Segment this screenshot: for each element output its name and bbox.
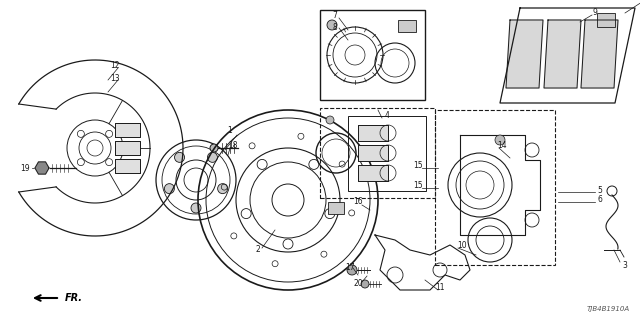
Text: 3: 3 <box>623 260 627 269</box>
Text: 16: 16 <box>353 197 363 206</box>
Text: 8: 8 <box>333 22 337 31</box>
Circle shape <box>164 184 174 194</box>
Text: 15: 15 <box>413 180 423 189</box>
Polygon shape <box>35 162 49 174</box>
Text: 5: 5 <box>598 186 602 195</box>
Circle shape <box>191 203 201 213</box>
Text: 4: 4 <box>385 110 389 119</box>
Text: 19: 19 <box>20 164 30 172</box>
Circle shape <box>495 135 505 145</box>
Circle shape <box>207 152 218 162</box>
Bar <box>115 159 140 173</box>
Text: 2: 2 <box>255 245 260 254</box>
Text: 14: 14 <box>497 140 507 149</box>
Bar <box>358 125 388 141</box>
Text: 12: 12 <box>110 60 120 69</box>
Text: 13: 13 <box>110 74 120 83</box>
Text: 9: 9 <box>593 7 597 17</box>
Bar <box>115 141 140 155</box>
Circle shape <box>327 20 337 30</box>
Text: 18: 18 <box>228 140 237 149</box>
Bar <box>115 123 140 137</box>
Circle shape <box>326 116 334 124</box>
Bar <box>398 20 416 32</box>
Circle shape <box>361 280 369 288</box>
Bar <box>358 165 388 181</box>
Polygon shape <box>544 20 581 88</box>
Bar <box>115 159 140 173</box>
Bar <box>320 108 435 198</box>
Text: 7: 7 <box>333 11 337 20</box>
Text: 11: 11 <box>435 284 445 292</box>
Circle shape <box>210 144 218 152</box>
Text: FR.: FR. <box>65 293 83 303</box>
Bar <box>348 116 426 191</box>
Text: TJB4B1910A: TJB4B1910A <box>587 306 630 312</box>
Bar <box>115 141 140 155</box>
Text: 20: 20 <box>353 278 363 287</box>
Bar <box>358 165 388 181</box>
Text: 10: 10 <box>457 241 467 250</box>
Bar <box>358 145 388 161</box>
Text: 6: 6 <box>598 196 602 204</box>
Bar <box>358 125 388 141</box>
Circle shape <box>347 265 357 275</box>
Text: 1: 1 <box>228 125 232 134</box>
Circle shape <box>218 184 228 194</box>
Circle shape <box>175 152 184 162</box>
Bar <box>115 123 140 137</box>
Polygon shape <box>581 20 618 88</box>
Bar <box>597 13 615 27</box>
Text: 17: 17 <box>345 263 355 273</box>
Bar <box>328 202 344 214</box>
Bar <box>435 110 555 265</box>
Polygon shape <box>506 20 543 88</box>
Bar <box>358 145 388 161</box>
Text: 15: 15 <box>413 161 423 170</box>
Bar <box>320 10 425 100</box>
